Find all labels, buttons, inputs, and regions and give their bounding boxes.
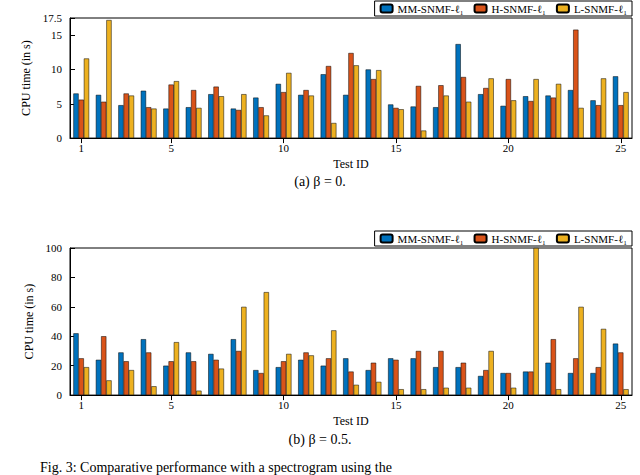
svg-text:0: 0 [57,389,63,401]
svg-text:0: 0 [57,132,63,144]
svg-text:5: 5 [168,399,174,411]
svg-text:15: 15 [390,142,402,154]
svg-text:5: 5 [168,142,174,154]
svg-text:L-SNMF-ℓ₁: L-SNMF-ℓ₁ [574,3,627,15]
svg-text:25: 25 [615,399,627,411]
svg-text:MM-SNMF-ℓ₁: MM-SNMF-ℓ₁ [398,233,464,245]
svg-text:Test ID: Test ID [333,414,369,428]
svg-text:CPU time (in s): CPU time (in s) [22,284,36,360]
svg-text:H-SNMF-ℓ₁: H-SNMF-ℓ₁ [492,233,546,245]
svg-text:20: 20 [503,399,515,411]
svg-text:L-SNMF-ℓ₁: L-SNMF-ℓ₁ [574,233,627,245]
svg-text:1: 1 [78,399,84,411]
svg-text:80: 80 [51,271,63,283]
svg-text:Test ID: Test ID [333,157,369,171]
html-text:(b) β = 0.5.: (b) β = 0.5. [288,432,352,447]
svg-text:10: 10 [51,63,63,75]
svg-text:10: 10 [278,399,290,411]
svg-text:60: 60 [51,301,63,313]
html-text:(a) β = 0.: (a) β = 0. [294,174,346,189]
svg-text:H-SNMF-ℓ₁: H-SNMF-ℓ₁ [492,3,546,15]
svg-text:25: 25 [615,142,627,154]
svg-text:15: 15 [51,29,63,41]
svg-text:1: 1 [78,142,84,154]
svg-text:40: 40 [51,330,63,342]
svg-text:10: 10 [278,142,290,154]
svg-text:CPU time (in s): CPU time (in s) [19,40,33,116]
svg-text:5: 5 [57,98,63,110]
svg-text:20: 20 [503,142,515,154]
svg-text:17.5: 17.5 [43,12,63,24]
svg-text:15: 15 [390,399,402,411]
html-text:Fig. 3: Comparative performanc: Fig. 3: Comparative performance with a s… [40,460,392,475]
svg-text:20: 20 [51,360,63,372]
svg-text:100: 100 [46,242,63,254]
svg-text:MM-SNMF-ℓ₁: MM-SNMF-ℓ₁ [398,3,464,15]
